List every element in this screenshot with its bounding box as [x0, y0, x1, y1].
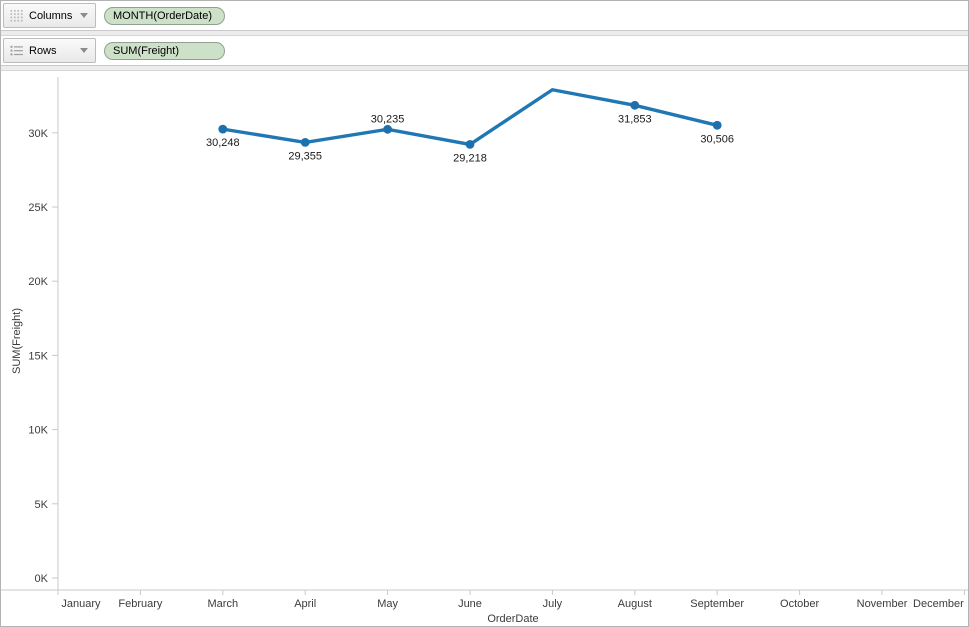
columns-shelf-label: Columns: [29, 9, 73, 22]
data-point-marker[interactable]: [712, 120, 722, 130]
y-tick-label: 10K: [28, 425, 48, 437]
y-tick-label: 15K: [28, 350, 48, 362]
data-point-marker[interactable]: [630, 100, 640, 110]
data-point-label: 31,853: [618, 113, 652, 125]
x-tick-label: September: [690, 598, 744, 610]
x-tick-label: January: [61, 598, 101, 610]
data-point-label: 30,248: [206, 137, 240, 149]
rows-icon: [10, 45, 23, 56]
y-tick-label: 0K: [35, 573, 49, 585]
rows-shelf: Rows SUM(Freight): [1, 36, 968, 66]
x-tick-label: May: [377, 598, 398, 610]
data-point-marker[interactable]: [383, 124, 392, 134]
shelf-separator: [1, 31, 968, 36]
line-chart[interactable]: 0K 5K 10K 15K 20K 25K 30K SUM(Freight) January Fe…: [1, 71, 968, 626]
x-tick-label: December: [913, 598, 964, 610]
columns-shelf-button[interactable]: Columns: [3, 3, 96, 28]
rows-pill-label: SUM(Freight): [113, 44, 180, 57]
rows-pill-sum-freight[interactable]: SUM(Freight): [104, 41, 225, 60]
x-tick-label: October: [780, 598, 819, 610]
data-point-label: 29,218: [453, 152, 487, 164]
x-tick-label: August: [618, 598, 652, 610]
data-point-label: 29,355: [288, 150, 322, 162]
x-tick-label: November: [857, 598, 908, 610]
data-point-label: 30,506: [700, 133, 734, 145]
chevron-down-icon[interactable]: [80, 48, 88, 53]
y-tick-label: 5K: [35, 499, 49, 511]
y-tick-label: 30K: [28, 128, 48, 140]
y-tick-label: 20K: [28, 276, 48, 288]
x-axis-title: OrderDate: [487, 613, 538, 625]
columns-icon: [10, 10, 23, 22]
chevron-down-icon[interactable]: [80, 13, 88, 18]
x-tick-label: April: [294, 598, 316, 610]
data-point-label: 30,235: [371, 113, 405, 125]
x-tick-label: June: [458, 598, 482, 610]
columns-pill-label: MONTH(OrderDate): [113, 9, 213, 22]
columns-shelf: Columns MONTH(OrderDate): [1, 1, 968, 31]
chart-area: 0K 5K 10K 15K 20K 25K 30K SUM(Freight) January Fe…: [1, 71, 968, 626]
rows-shelf-label: Rows: [29, 44, 57, 57]
y-axis-title: SUM(Freight): [11, 308, 23, 374]
shelf-separator: [1, 66, 968, 71]
data-point-marker[interactable]: [465, 140, 475, 149]
x-tick-label: February: [118, 598, 163, 610]
data-point-marker[interactable]: [300, 137, 310, 147]
columns-pill-month-orderdate[interactable]: MONTH(OrderDate): [104, 6, 225, 25]
data-point-marker[interactable]: [218, 124, 228, 134]
y-tick-label: 25K: [28, 202, 48, 214]
rows-shelf-button[interactable]: Rows: [3, 38, 96, 63]
x-tick-label: March: [208, 598, 239, 610]
x-tick-label: July: [543, 598, 563, 610]
